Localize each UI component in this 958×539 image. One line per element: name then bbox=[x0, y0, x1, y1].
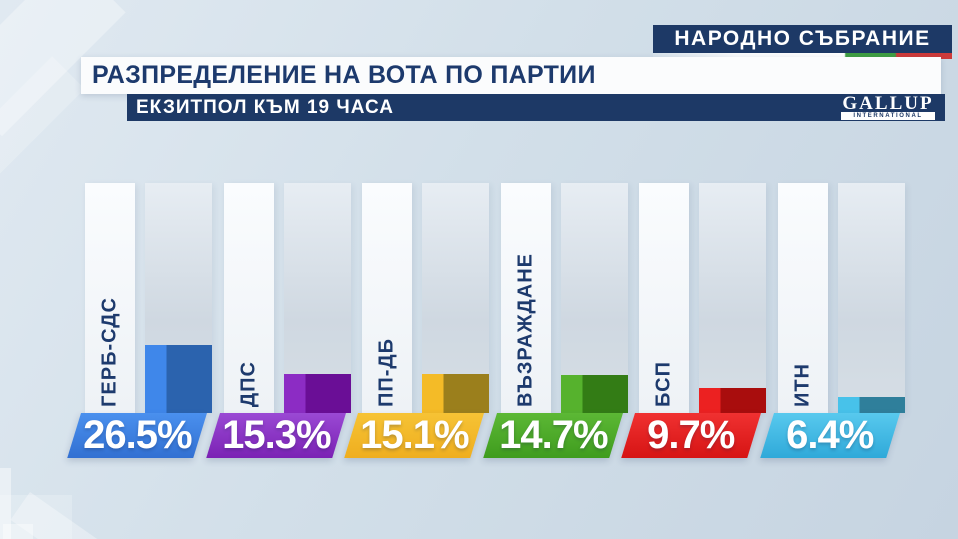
party-label: ВЪЗРАЖДАНЕ bbox=[514, 253, 537, 407]
bar-track bbox=[561, 183, 628, 413]
party-bar bbox=[699, 388, 766, 413]
percent-label: 6.4% bbox=[786, 413, 874, 457]
bar-track bbox=[838, 183, 905, 413]
subtitle-bar: ЕКЗИТПОЛ КЪМ 19 ЧАСА GALLUP INTERNATIONA… bbox=[127, 94, 945, 121]
party-group: ГЕРБ-СДС 26.5% bbox=[67, 0, 275, 539]
party-group: ПП-ДБ 15.1% bbox=[344, 0, 552, 539]
percent-band: 26.5% bbox=[67, 413, 207, 458]
party-bar bbox=[422, 374, 489, 413]
party-label: БСП bbox=[652, 361, 675, 407]
party-group: ВЪЗРАЖДАНЕ 14.7% bbox=[483, 0, 691, 539]
party-bar bbox=[284, 374, 351, 413]
gallup-logo-subtext: INTERNATIONAL bbox=[841, 112, 935, 120]
percent-label: 9.7% bbox=[647, 413, 735, 457]
party-bar bbox=[145, 345, 212, 413]
party-bar bbox=[561, 375, 628, 413]
party-group: ИТН 6.4% bbox=[760, 0, 958, 539]
bar-track bbox=[145, 183, 212, 413]
bulgarian-flag-stripe bbox=[653, 53, 952, 59]
percent-band: 14.7% bbox=[483, 413, 623, 458]
party-label: ИТН bbox=[791, 362, 814, 407]
percent-band: 15.1% bbox=[344, 413, 484, 458]
party-label-column: ГЕРБ-СДС bbox=[85, 183, 135, 413]
party-label-column: ДПС bbox=[224, 183, 274, 413]
party-label-column: БСП bbox=[639, 183, 689, 413]
headline-bar: РАЗПРЕДЕЛЕНИЕ НА ВОТА ПО ПАРТИИ bbox=[81, 57, 941, 94]
assembly-badge-text: НАРОДНО СЪБРАНИЕ bbox=[674, 27, 931, 50]
party-label-column: ИТН bbox=[778, 183, 828, 413]
party-group: БСП 9.7% bbox=[621, 0, 829, 539]
bar-track bbox=[422, 183, 489, 413]
gallup-logo: GALLUP INTERNATIONAL bbox=[841, 93, 935, 120]
bar-track bbox=[699, 183, 766, 413]
percent-band: 9.7% bbox=[621, 413, 761, 458]
headline-text: РАЗПРЕДЕЛЕНИЕ НА ВОТА ПО ПАРТИИ bbox=[92, 61, 596, 89]
party-bar bbox=[838, 397, 905, 413]
subtitle-text: ЕКЗИТПОЛ КЪМ 19 ЧАСА bbox=[136, 96, 394, 118]
percent-label: 26.5% bbox=[82, 413, 192, 457]
percent-band: 6.4% bbox=[760, 413, 900, 458]
party-label-column: ПП-ДБ bbox=[362, 183, 412, 413]
party-label: ДПС bbox=[237, 360, 260, 407]
party-group: ДПС 15.3% bbox=[206, 0, 414, 539]
assembly-badge: НАРОДНО СЪБРАНИЕ bbox=[653, 25, 952, 53]
percent-band: 15.3% bbox=[206, 413, 346, 458]
percent-label: 15.3% bbox=[221, 413, 331, 457]
percent-label: 14.7% bbox=[498, 413, 608, 457]
party-label-column: ВЪЗРАЖДАНЕ bbox=[501, 183, 551, 413]
bar-track bbox=[284, 183, 351, 413]
gallup-logo-name: GALLUP bbox=[842, 93, 934, 114]
party-label: ГЕРБ-СДС bbox=[98, 297, 121, 407]
party-label: ПП-ДБ bbox=[375, 337, 398, 407]
percent-label: 15.1% bbox=[359, 413, 469, 457]
